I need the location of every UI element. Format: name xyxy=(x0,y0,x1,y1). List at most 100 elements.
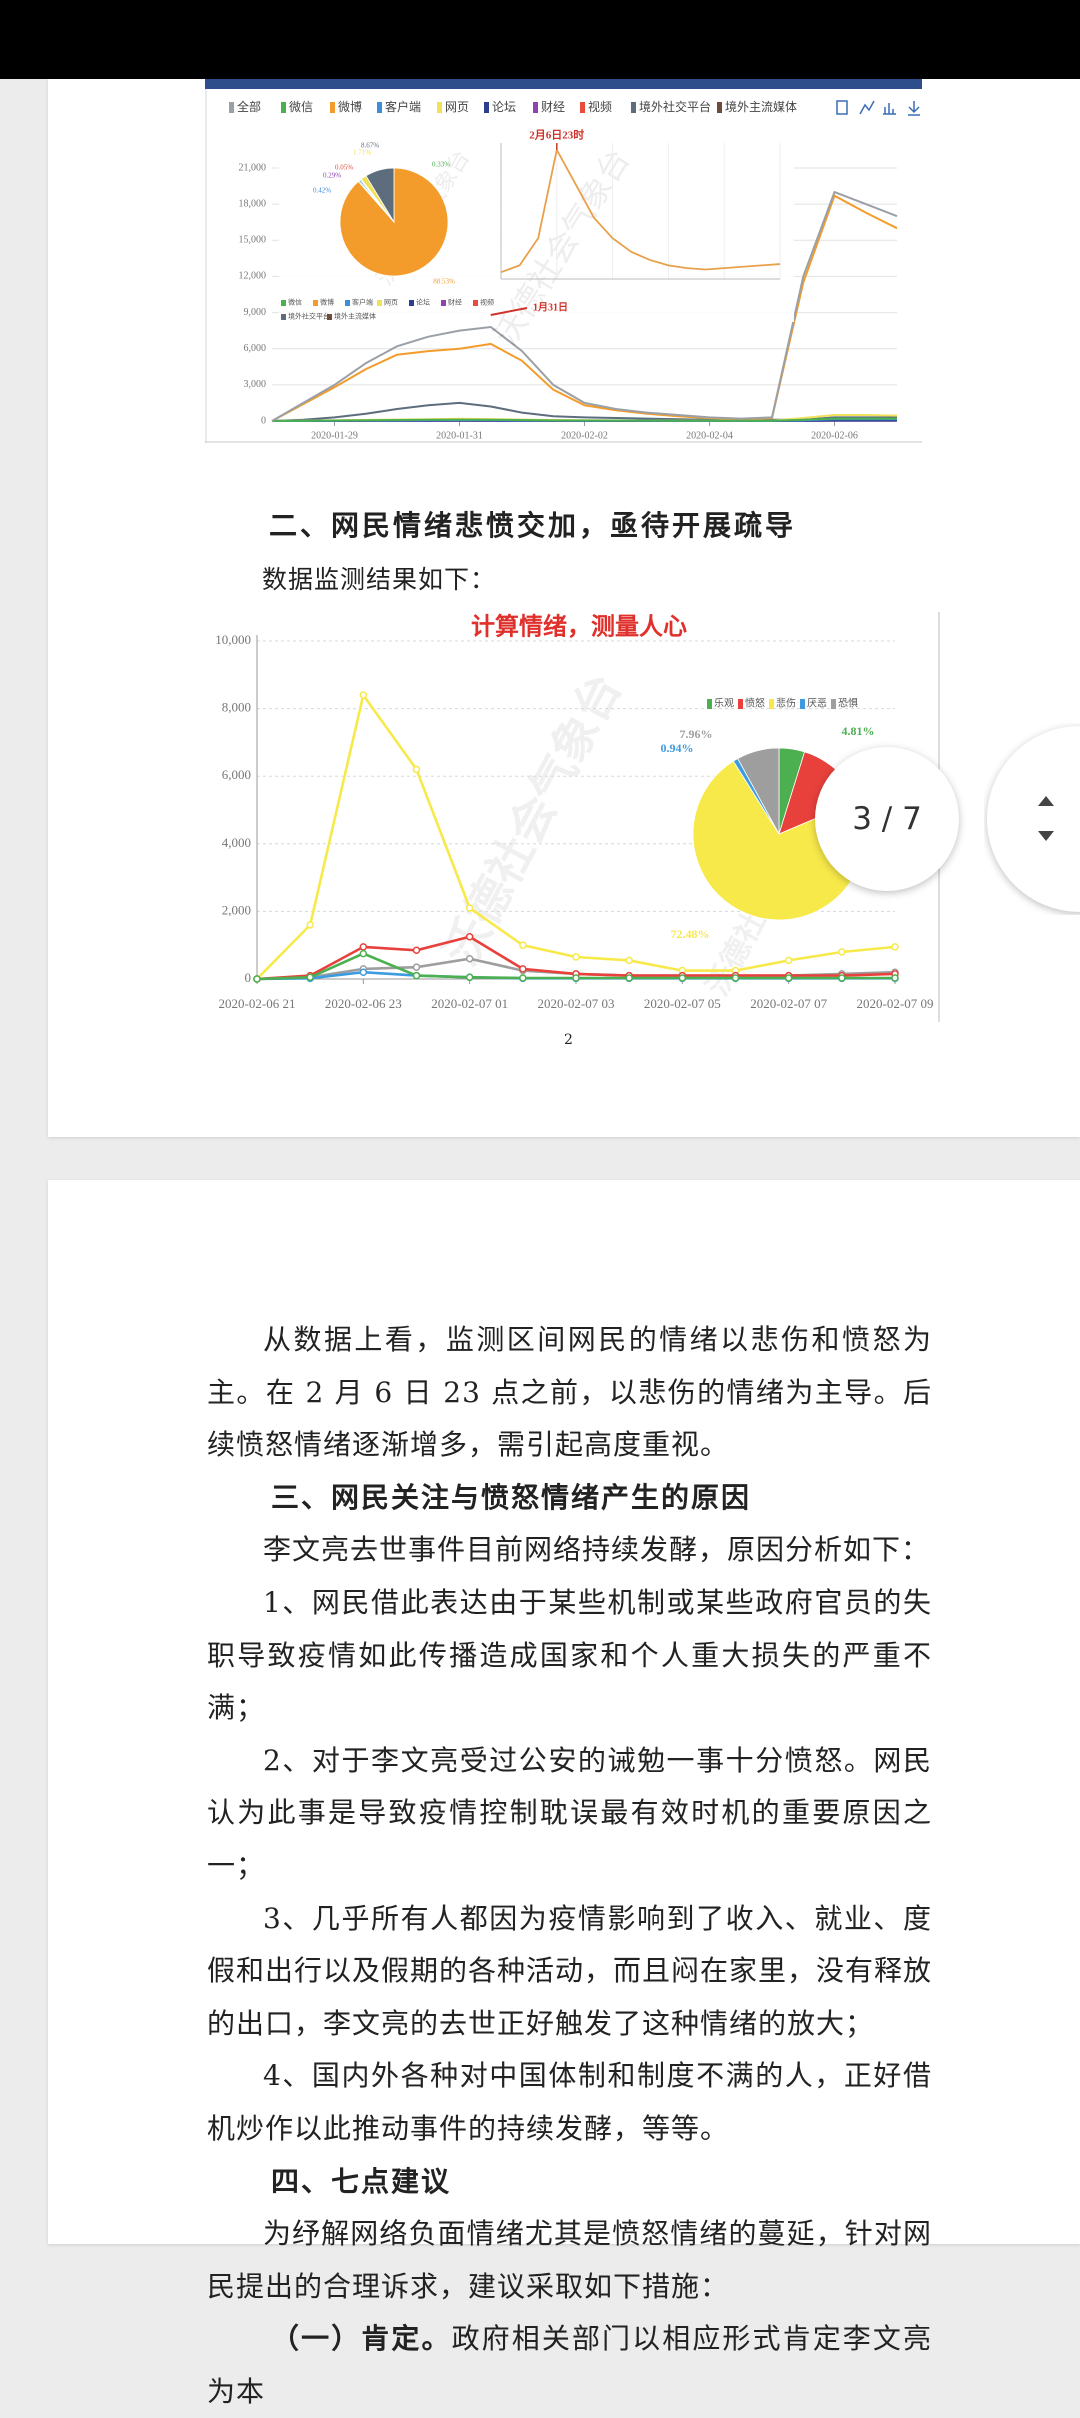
legend-swatch xyxy=(229,102,234,113)
point-marker xyxy=(360,692,366,698)
point-marker xyxy=(786,975,792,981)
y-tick-label: 2,000 xyxy=(222,902,251,917)
icon-document[interactable] xyxy=(837,101,847,114)
pie-label: 0.05% xyxy=(335,164,353,172)
point-marker xyxy=(467,934,473,940)
paragraph: 李文亮去世事件目前网络持续发酵，原因分析如下： xyxy=(207,1524,932,1577)
inset-legend-label: 微信 xyxy=(288,298,302,307)
paragraph: 4、国内外各种对中国体制和制度不满的人，正好借机炒作以此推动事件的持续发酵，等等… xyxy=(207,2050,932,2155)
point-marker xyxy=(307,974,313,980)
item-lead: （一）肯定。 xyxy=(271,2322,452,2355)
point-marker xyxy=(360,951,366,957)
x-tick-label: 2020-02-07 09 xyxy=(857,996,934,1011)
point-marker xyxy=(786,957,792,963)
y-tick-label: 18,000 xyxy=(239,198,267,209)
pie-label: 0.29% xyxy=(323,172,341,180)
legend-label: 境外社交平台 xyxy=(639,99,711,114)
legend-label: 全部 xyxy=(237,99,261,114)
arrow-down xyxy=(1038,831,1054,841)
point-marker xyxy=(573,954,579,960)
legend-swatch xyxy=(831,699,836,709)
y-tick-label: 6,000 xyxy=(222,767,251,782)
page-number: 2 xyxy=(564,1032,573,1048)
inset-legend-label: 财经 xyxy=(448,298,462,307)
chart-title: 计算情绪，测量人心 xyxy=(471,613,687,641)
pie-label: 8.67% xyxy=(361,142,379,150)
point-marker xyxy=(520,975,526,981)
pie-label: 0.42% xyxy=(313,187,331,195)
y-tick-label: 21,000 xyxy=(239,162,267,173)
point-marker xyxy=(414,766,420,772)
point-marker xyxy=(467,974,473,980)
x-tick-label: 2020-01-29 xyxy=(311,430,358,441)
inset-legend-label: 微博 xyxy=(320,298,334,307)
toolbar-icons xyxy=(837,101,920,115)
legend-swatch xyxy=(631,102,636,113)
y-tick-label: 6,000 xyxy=(244,343,267,354)
figure-1: 全部微信微博客户端网页论坛财经视频境外社交平台境外主流媒体03,0006,000… xyxy=(205,79,922,443)
scroll-handle[interactable] xyxy=(987,726,1080,912)
inset-legend-label: 客户端 xyxy=(352,298,373,307)
x-tick-label: 2020-02-06 21 xyxy=(219,996,296,1011)
x-tick-label: 2020-02-07 01 xyxy=(431,996,508,1011)
inset-legend-swatch xyxy=(313,300,318,306)
paragraph: 从数据上看，监测区间网民的情绪以悲伤和愤怒为主。在 2 月 6 日 23 点之前… xyxy=(207,1314,932,1472)
pie-label: 0.94% xyxy=(661,741,694,755)
y-tick-label: 15,000 xyxy=(239,235,267,246)
inset-legend-label: 网页 xyxy=(384,299,398,307)
scroll-arrows xyxy=(987,726,1080,912)
icon-line[interactable] xyxy=(860,101,874,114)
y-tick-label: 0 xyxy=(261,415,266,426)
annotation: 1月31日 xyxy=(533,301,568,313)
legend-swatch xyxy=(800,699,805,709)
pie-label: 4.81% xyxy=(842,724,875,738)
point-marker xyxy=(839,975,845,981)
legend-label: 厌恶 xyxy=(807,697,827,709)
inset-legend-label: 境外主流媒体 xyxy=(334,312,376,321)
inset-legend-label: 境外社交平台 xyxy=(288,312,330,321)
point-marker xyxy=(626,957,632,963)
point-marker xyxy=(892,944,898,950)
pie-label: 0.33% xyxy=(432,161,450,169)
figure-header-bar xyxy=(205,79,922,89)
status-bar xyxy=(0,0,1080,79)
inset-legend-swatch xyxy=(281,314,286,320)
section-heading: 二、网民情绪悲愤交加，亟待开展疏导 xyxy=(269,507,796,545)
legend-label: 视频 xyxy=(588,99,612,114)
legend-label: 财经 xyxy=(541,100,565,114)
point-marker xyxy=(360,969,366,975)
page-2-text: 从数据上看，监测区间网民的情绪以悲伤和愤怒为主。在 2 月 6 日 23 点之前… xyxy=(207,1314,932,2418)
legend-label: 乐观 xyxy=(714,697,734,709)
point-marker xyxy=(467,956,473,962)
y-tick-label: 3,000 xyxy=(244,379,267,390)
inset-legend-swatch xyxy=(473,300,478,306)
legend-swatch xyxy=(707,699,712,709)
point-marker xyxy=(414,973,420,979)
legend-label: 愤怒 xyxy=(745,696,765,709)
x-tick-label: 2020-02-02 xyxy=(561,430,608,441)
pie-label: 72.48% xyxy=(671,927,710,941)
inset-legend-swatch xyxy=(281,300,286,306)
icon-download[interactable] xyxy=(908,101,920,115)
y-tick-label: 0 xyxy=(245,970,252,985)
x-tick-label: 2020-02-07 03 xyxy=(538,996,615,1011)
section-heading: 三、网民关注与愤怒情绪产生的原因 xyxy=(207,1472,932,1525)
legend-label: 客户端 xyxy=(385,99,421,114)
annotation: 2月6日23时 xyxy=(529,128,584,142)
legend-swatch xyxy=(769,699,774,709)
icon-bar[interactable] xyxy=(883,103,896,114)
legend-swatch xyxy=(281,102,286,113)
y-tick-label: 12,000 xyxy=(239,271,267,282)
legend-swatch xyxy=(377,102,382,113)
section-heading: 四、七点建议 xyxy=(207,2156,932,2209)
point-marker xyxy=(573,975,579,981)
inset-legend-swatch xyxy=(377,300,382,306)
point-marker xyxy=(414,964,420,970)
legend-label: 微博 xyxy=(338,99,362,114)
x-tick-label: 2020-02-07 07 xyxy=(750,996,827,1011)
point-marker xyxy=(254,976,260,982)
y-tick-label: 9,000 xyxy=(244,307,267,318)
pie-label: 7.96% xyxy=(680,727,713,741)
y-tick-label: 10,000 xyxy=(215,632,251,647)
